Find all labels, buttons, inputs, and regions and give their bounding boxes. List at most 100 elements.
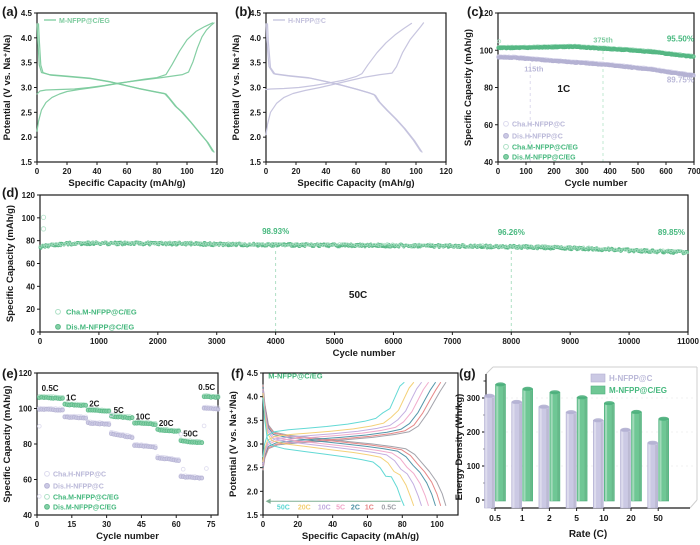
svg-text:98.93%: 98.93%	[262, 227, 289, 236]
svg-text:10C: 10C	[136, 413, 151, 422]
panel-c: 0 100 200 300 400 500 600 700 40 60 80 100 120 Cycle …	[463, 4, 700, 189]
svg-text:50C: 50C	[183, 430, 198, 439]
svg-text:50: 50	[653, 513, 663, 523]
svg-text:700: 700	[687, 167, 700, 176]
svg-text:75: 75	[207, 520, 216, 529]
svg-text:Specific Capacity (mAh/g): Specific Capacity (mAh/g)	[463, 29, 474, 146]
svg-text:500: 500	[631, 167, 645, 176]
svg-text:0: 0	[38, 337, 43, 346]
svg-text:60: 60	[123, 167, 132, 176]
svg-text:Specific Capacity (mAh/g): Specific Capacity (mAh/g)	[68, 178, 185, 189]
panel-b: 0 20 40 60 80 100 120 1.5 2.0 2.5 3.0 3.5 4.0 4.5 Spec…	[231, 4, 453, 189]
svg-text:20: 20	[26, 305, 35, 314]
svg-text:H-NFPP@C: H-NFPP@C	[609, 374, 653, 383]
svg-text:20: 20	[292, 167, 301, 176]
svg-text:M-NFPP@C/EG: M-NFPP@C/EG	[268, 372, 323, 381]
svg-text:0: 0	[261, 520, 266, 529]
svg-text:3.5: 3.5	[247, 416, 259, 425]
svg-text:45: 45	[137, 520, 146, 529]
panel-e: 0 15 30 45 60 75 40 60 80 100 120 Cycle number Speci…	[2, 366, 221, 542]
svg-text:96.26%: 96.26%	[498, 228, 525, 237]
svg-text:3.0: 3.0	[247, 440, 259, 449]
svg-text:2C: 2C	[351, 504, 360, 511]
svg-text:60: 60	[26, 260, 35, 269]
svg-text:40: 40	[484, 158, 493, 167]
svg-text:11000: 11000	[677, 337, 699, 346]
svg-text:Rate (C): Rate (C)	[569, 529, 607, 540]
svg-text:0.5C: 0.5C	[381, 504, 396, 511]
svg-text:6000: 6000	[385, 337, 403, 346]
svg-text:Dis.M-NFPP@C/EG: Dis.M-NFPP@C/EG	[66, 323, 134, 332]
svg-text:2C: 2C	[89, 399, 99, 408]
svg-text:0.5: 0.5	[489, 513, 501, 523]
svg-text:2.5: 2.5	[250, 108, 262, 117]
svg-text:Cha.M-NFPP@C/EG: Cha.M-NFPP@C/EG	[53, 495, 119, 502]
svg-text:80: 80	[382, 167, 391, 176]
svg-text:Cha.H-NFPP@C: Cha.H-NFPP@C	[512, 122, 565, 129]
svg-text:4.0: 4.0	[250, 34, 262, 43]
svg-text:100: 100	[430, 520, 444, 529]
svg-text:20C: 20C	[159, 419, 174, 428]
svg-text:15: 15	[67, 520, 76, 529]
svg-text:0.5C: 0.5C	[42, 384, 59, 393]
svg-text:0: 0	[264, 167, 269, 176]
svg-text:89.75%: 89.75%	[667, 76, 694, 85]
svg-text:100: 100	[519, 167, 533, 176]
svg-text:Specific Capacity (mAh/g): Specific Capacity (mAh/g)	[297, 178, 414, 189]
svg-text:2.0: 2.0	[250, 133, 262, 142]
svg-text:3.0: 3.0	[21, 84, 33, 93]
svg-text:60: 60	[363, 520, 372, 529]
svg-text:100: 100	[467, 462, 481, 471]
svg-text:120: 120	[439, 167, 453, 176]
svg-text:89.85%: 89.85%	[658, 228, 685, 237]
svg-text:20: 20	[293, 520, 302, 529]
svg-text:1C: 1C	[66, 393, 76, 402]
svg-text:H-NFPP@C: H-NFPP@C	[288, 18, 326, 25]
svg-text:Specific Capacity (mAh/g): Specific Capacity (mAh/g)	[5, 205, 16, 322]
svg-text:20C: 20C	[298, 504, 311, 511]
svg-text:2000: 2000	[149, 337, 167, 346]
svg-text:7000: 7000	[443, 337, 461, 346]
svg-text:1000: 1000	[90, 337, 108, 346]
svg-text:8000: 8000	[502, 337, 520, 346]
svg-text:40: 40	[26, 282, 35, 291]
svg-text:1: 1	[520, 513, 525, 523]
svg-text:50C: 50C	[277, 504, 290, 511]
svg-text:100: 100	[180, 167, 194, 176]
svg-text:20: 20	[626, 513, 636, 523]
svg-text:0: 0	[31, 328, 36, 337]
svg-text:80: 80	[398, 520, 407, 529]
svg-text:100: 100	[480, 46, 494, 55]
svg-text:10C: 10C	[318, 504, 331, 511]
svg-text:5C: 5C	[114, 406, 124, 415]
svg-text:0: 0	[476, 496, 481, 505]
svg-text:600: 600	[659, 167, 673, 176]
svg-text:3.0: 3.0	[250, 84, 262, 93]
svg-text:100: 100	[19, 405, 33, 414]
svg-text:9000: 9000	[561, 337, 579, 346]
svg-text:4.5: 4.5	[247, 369, 259, 378]
svg-text:60: 60	[23, 476, 32, 485]
svg-text:80: 80	[23, 440, 32, 449]
svg-text:60: 60	[172, 520, 181, 529]
panel-g: 0 100 200 300 0.5 1 2 5 10 20 50 Rate (C) Energy Den…	[454, 366, 698, 540]
svg-text:Potential (V vs. Na⁺/Na): Potential (V vs. Na⁺/Na)	[231, 35, 242, 141]
svg-text:40: 40	[23, 511, 32, 520]
svg-text:0: 0	[496, 167, 501, 176]
svg-text:60: 60	[484, 121, 493, 130]
svg-text:80: 80	[26, 237, 35, 246]
svg-text:2.5: 2.5	[21, 108, 33, 117]
svg-text:Cha.M-NFPP@C/EG: Cha.M-NFPP@C/EG	[66, 308, 137, 317]
svg-text:Cycle number: Cycle number	[565, 178, 628, 189]
svg-text:Specific Capacity (mAh/g): Specific Capacity (mAh/g)	[302, 531, 419, 542]
svg-text:30: 30	[102, 520, 111, 529]
svg-text:Dis.H-NFPP@C: Dis.H-NFPP@C	[53, 484, 104, 491]
svg-text:Dis.H-NFPP@C: Dis.H-NFPP@C	[512, 134, 563, 141]
svg-text:375th: 375th	[593, 35, 613, 44]
svg-text:(b): (b)	[235, 4, 252, 19]
panel-a: 0 20 40 60 80 100 120 1.5 2.0 2.5 3.0 3.5 4.0 4.5 Spec…	[2, 4, 224, 189]
svg-text:10: 10	[599, 513, 609, 523]
svg-text:(a): (a)	[2, 4, 18, 19]
svg-text:120: 120	[210, 167, 224, 176]
svg-text:10000: 10000	[618, 337, 641, 346]
